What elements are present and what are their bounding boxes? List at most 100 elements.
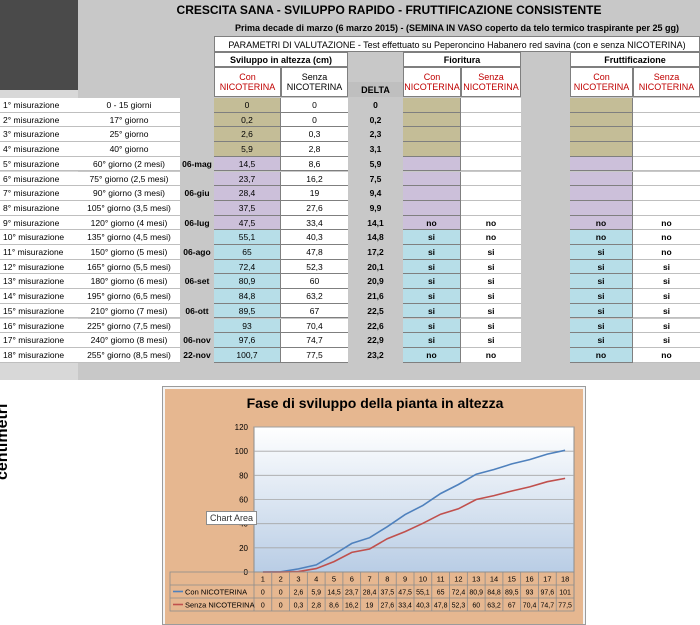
row-period[interactable]: 150° giorno (5 mesi) [78,245,180,260]
delta-value[interactable]: 22,9 [348,333,403,348]
fruttificazione-senza[interactable]: si [633,319,700,334]
delta-value[interactable]: 22,6 [348,319,403,334]
con-height[interactable]: 2,6 [214,127,281,142]
fruttificazione-senza[interactable]: no [633,230,700,245]
fruttificazione-senza[interactable]: si [633,289,700,304]
row-date[interactable]: 06-nov [180,333,214,348]
con-height[interactable]: 97,6 [214,333,281,348]
fioritura-senza[interactable] [461,142,521,157]
delta-value[interactable]: 9,9 [348,201,403,216]
senza-height[interactable]: 8,6 [281,157,348,172]
delta-value[interactable]: 7,5 [348,172,403,187]
fruttificazione-con[interactable] [570,127,633,142]
row-period[interactable]: 90° giorno (3 mesi) [78,186,180,201]
senza-height[interactable]: 67 [281,304,348,319]
fioritura-con[interactable]: no [403,348,461,363]
delta-value[interactable]: 20,1 [348,260,403,275]
fioritura-senza[interactable]: si [461,245,521,260]
fruttificazione-con[interactable]: si [570,333,633,348]
row-label[interactable]: 18° misurazione [0,348,78,363]
fioritura-senza[interactable]: no [461,216,521,231]
row-date[interactable] [180,201,214,216]
row-date[interactable] [180,230,214,245]
row-label[interactable]: 11° misurazione [0,245,78,260]
senza-height[interactable]: 74,7 [281,333,348,348]
fruttificazione-senza[interactable]: si [633,260,700,275]
senza-height[interactable]: 40,3 [281,230,348,245]
row-label[interactable]: 17° misurazione [0,333,78,348]
fioritura-con[interactable]: si [403,333,461,348]
row-date[interactable]: 06-giu [180,186,214,201]
senza-height[interactable]: 27,6 [281,201,348,216]
fruttificazione-con[interactable]: no [570,348,633,363]
fruttificazione-senza[interactable] [633,113,700,128]
con-height[interactable]: 28,4 [214,186,281,201]
fioritura-con[interactable]: si [403,245,461,260]
senza-height[interactable]: 33,4 [281,216,348,231]
con-height[interactable]: 55,1 [214,230,281,245]
row-period[interactable]: 75° giorno (2,5 mesi) [78,172,180,187]
con-height[interactable]: 23,7 [214,172,281,187]
fioritura-con[interactable] [403,142,461,157]
fioritura-senza[interactable] [461,98,521,113]
fruttificazione-senza[interactable] [633,172,700,187]
fioritura-con[interactable] [403,127,461,142]
fruttificazione-con[interactable] [570,113,633,128]
row-label[interactable]: 4° misurazione [0,142,78,157]
fioritura-con[interactable]: si [403,304,461,319]
fruttificazione-con[interactable] [570,157,633,172]
fioritura-senza[interactable] [461,172,521,187]
fioritura-con[interactable] [403,157,461,172]
delta-value[interactable]: 22,5 [348,304,403,319]
fruttificazione-con[interactable] [570,172,633,187]
row-period[interactable]: 165° giorno (5,5 mesi) [78,260,180,275]
row-label[interactable]: 13° misurazione [0,274,78,289]
row-period[interactable]: 0 - 15 giorni [78,98,180,113]
fioritura-senza[interactable]: si [461,319,521,334]
senza-height[interactable]: 63,2 [281,289,348,304]
senza-height[interactable]: 77,5 [281,348,348,363]
fruttificazione-senza[interactable]: si [633,333,700,348]
fioritura-con[interactable]: si [403,289,461,304]
delta-value[interactable]: 23,2 [348,348,403,363]
delta-value[interactable]: 5,9 [348,157,403,172]
fioritura-con[interactable]: si [403,274,461,289]
fruttificazione-con[interactable] [570,142,633,157]
senza-height[interactable]: 0 [281,113,348,128]
fruttificazione-senza[interactable] [633,127,700,142]
con-height[interactable]: 5,9 [214,142,281,157]
con-height[interactable]: 84,8 [214,289,281,304]
fruttificazione-senza[interactable]: no [633,216,700,231]
fioritura-senza[interactable]: no [461,230,521,245]
delta-value[interactable]: 21,6 [348,289,403,304]
senza-height[interactable]: 0 [281,98,348,113]
row-period[interactable]: 60° giorno (2 mesi) [78,157,180,172]
row-date[interactable]: 06-ago [180,245,214,260]
row-date[interactable]: 06-set [180,274,214,289]
senza-height[interactable]: 2,8 [281,142,348,157]
delta-value[interactable]: 0 [348,98,403,113]
con-height[interactable]: 100,7 [214,348,281,363]
senza-height[interactable]: 70,4 [281,319,348,334]
fioritura-con[interactable]: si [403,319,461,334]
row-label[interactable]: 12° misurazione [0,260,78,275]
senza-height[interactable]: 19 [281,186,348,201]
row-label[interactable]: 7° misurazione [0,186,78,201]
row-period[interactable]: 195° giorno (6,5 mesi) [78,289,180,304]
fioritura-senza[interactable]: si [461,260,521,275]
row-label[interactable]: 8° misurazione [0,201,78,216]
delta-value[interactable]: 17,2 [348,245,403,260]
fioritura-senza[interactable]: si [461,289,521,304]
fioritura-senza[interactable] [461,127,521,142]
row-period[interactable]: 120° giorno (4 mesi) [78,216,180,231]
fruttificazione-con[interactable]: si [570,319,633,334]
fruttificazione-senza[interactable] [633,98,700,113]
row-date[interactable] [180,319,214,334]
row-date[interactable] [180,260,214,275]
fioritura-con[interactable] [403,201,461,216]
fruttificazione-senza[interactable]: no [633,348,700,363]
fruttificazione-con[interactable]: si [570,260,633,275]
delta-value[interactable]: 14,1 [348,216,403,231]
fruttificazione-senza[interactable] [633,186,700,201]
con-height[interactable]: 93 [214,319,281,334]
